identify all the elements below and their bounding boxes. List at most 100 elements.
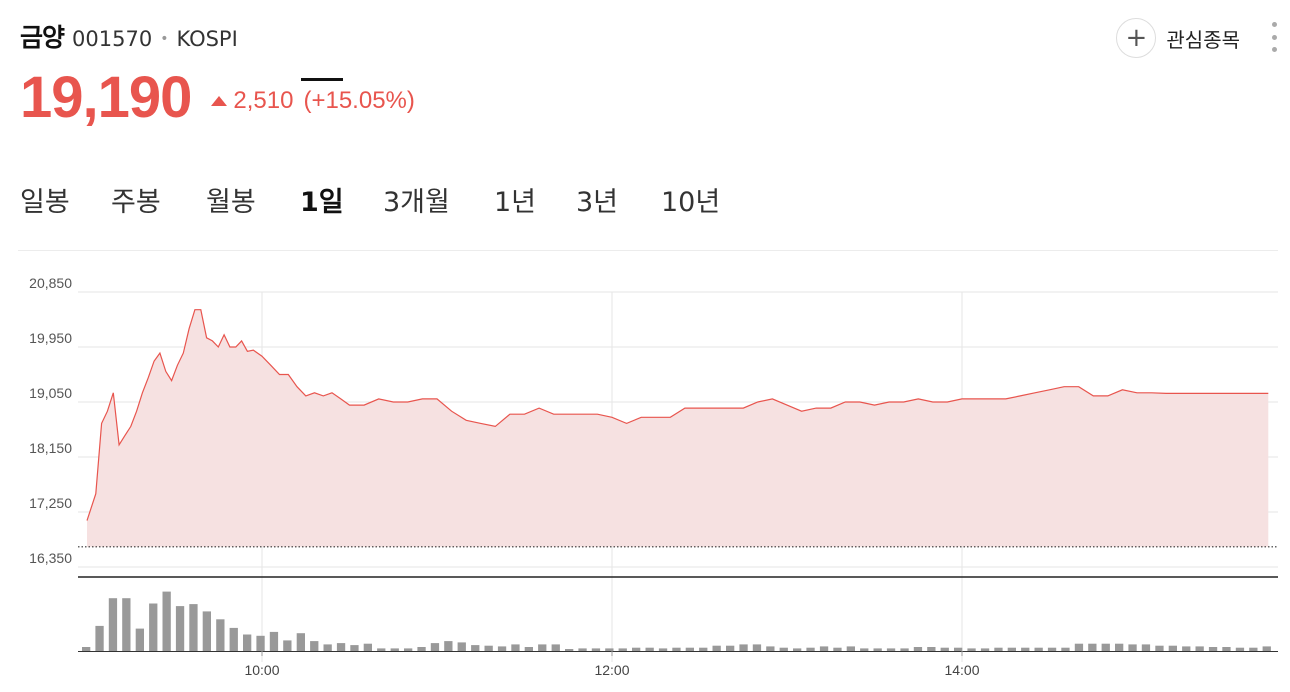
y-tick-label: 19,050 [29, 385, 72, 401]
volume-bar [645, 647, 654, 651]
tab-10years[interactable]: 10년 [661, 187, 721, 218]
volume-bar [363, 643, 372, 651]
volume-bar [444, 641, 453, 651]
volume-bar [685, 647, 694, 651]
volume-bar [229, 627, 238, 651]
volume-bar [216, 619, 225, 651]
volume-bar [296, 633, 305, 651]
tab-1day[interactable]: 1일 [300, 187, 344, 218]
volume-bar [497, 646, 507, 651]
volume-bar [1155, 645, 1164, 651]
volume-bars [82, 591, 1271, 651]
y-axis-labels: 20,850 19,950 19,050 18,150 17,250 16,350 [29, 275, 72, 566]
x-tick-label: 10:00 [244, 662, 279, 678]
volume-bar [1074, 643, 1084, 651]
volume-bar [591, 648, 601, 651]
volume-bar [1222, 647, 1231, 651]
volume-bar [1088, 643, 1097, 651]
volume-bar [149, 603, 158, 651]
volume-bar [310, 641, 319, 651]
volume-bar [162, 591, 171, 651]
volume-bar [457, 642, 466, 651]
volume-bar [1182, 646, 1191, 651]
volume-bar [511, 644, 520, 651]
y-tick-label: 16,350 [29, 550, 72, 566]
volume-bar [323, 644, 332, 651]
tab-weekly[interactable]: 주봉 [111, 187, 161, 218]
volume-bar [658, 648, 668, 651]
volume-bar [565, 649, 574, 651]
volume-bar [940, 647, 949, 651]
price-area-fill [87, 309, 1269, 547]
tab-3years[interactable]: 3년 [576, 187, 619, 218]
volume-bar [243, 634, 252, 651]
volume-bar [189, 604, 198, 651]
volume-bar [1262, 646, 1271, 651]
volume-bar [269, 631, 279, 651]
tab-daily[interactable]: 일봉 [20, 187, 70, 218]
stock-name: 금양 [20, 23, 65, 52]
volume-bar [484, 645, 493, 651]
volume-bar [632, 647, 641, 651]
volume-bar [1101, 643, 1110, 651]
volume-bar [779, 647, 788, 651]
tab-1year[interactable]: 1년 [494, 187, 537, 218]
tab-monthly[interactable]: 월봉 [206, 187, 256, 218]
y-tick-label: 17,250 [29, 495, 72, 511]
add-favorite-button[interactable]: + 관심종목 [1116, 18, 1240, 58]
volume-bar [135, 628, 144, 651]
volume-bar [994, 647, 1003, 651]
volume-bar [927, 647, 936, 651]
up-arrow-icon [211, 95, 228, 106]
volume-bar [672, 647, 681, 651]
x-axis-labels: 10:00 12:00 14:00 [244, 651, 980, 678]
change-amount: 2,510 [233, 86, 294, 114]
volume-bar [1115, 643, 1124, 651]
volume-bar [618, 648, 627, 651]
period-tabs: 일봉 주봉 월봉 1일 3개월 1년 3년 10년 [0, 170, 1290, 252]
x-tick-label: 12:00 [594, 662, 629, 678]
volume-bar [726, 645, 735, 651]
volume-bar [913, 647, 923, 651]
volume-bar [578, 648, 587, 651]
change-percent: (+15.05%) [303, 86, 415, 114]
volume-bar [1208, 647, 1218, 651]
volume-bar [1021, 647, 1030, 651]
plus-icon[interactable]: + [1116, 18, 1157, 58]
volume-bar [1047, 647, 1057, 651]
volume-bar [900, 648, 909, 651]
volume-bar [175, 606, 185, 651]
current-price: 19,190 [20, 65, 192, 130]
volume-bar [538, 644, 547, 651]
active-tab-indicator [301, 78, 343, 81]
volume-bar [1007, 647, 1016, 651]
volume-bar [430, 643, 440, 651]
volume-bar [417, 647, 426, 651]
volume-bar [108, 598, 118, 651]
volume-bar [873, 648, 882, 651]
volume-bar [1034, 647, 1043, 651]
volume-bar [95, 625, 104, 651]
volume-bar [1195, 646, 1204, 651]
x-tick-label: 14:00 [944, 662, 979, 678]
volume-bar [846, 646, 855, 651]
volume-bar [967, 648, 976, 651]
price-chart[interactable]: 20,850 19,950 19,050 18,150 17,250 16,350 10:… [0, 270, 1290, 692]
volume-bar [283, 640, 292, 651]
y-tick-label: 18,150 [29, 440, 72, 456]
volume-bar [471, 645, 480, 651]
volume-bar [605, 648, 614, 651]
volume-bar [699, 647, 708, 651]
price-line [86, 309, 1269, 521]
volume-bar [1249, 647, 1258, 651]
volume-bar [350, 645, 359, 651]
volume-bar [833, 647, 842, 651]
volume-bar [886, 648, 896, 651]
volume-bar [739, 644, 748, 651]
stock-header: 금양 001570 • KOSPI [20, 18, 238, 58]
tab-3months[interactable]: 3개월 [383, 187, 450, 218]
volume-bar [1061, 647, 1070, 651]
favorite-label[interactable]: 관심종목 [1166, 27, 1240, 52]
volume-bar [1141, 644, 1151, 651]
more-options-icon[interactable] [1272, 22, 1278, 52]
